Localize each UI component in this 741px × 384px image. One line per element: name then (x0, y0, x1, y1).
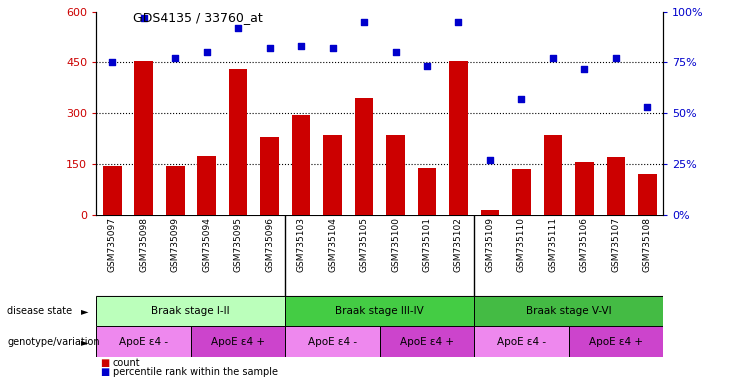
Bar (418, 167, 436, 215)
Text: GSM735098: GSM735098 (139, 217, 148, 273)
Bar (292, 115, 310, 215)
Text: GSM735105: GSM735105 (359, 217, 368, 273)
Bar (285, 326, 380, 357)
Text: disease state: disease state (7, 306, 73, 316)
Text: GSM735101: GSM735101 (422, 217, 431, 273)
Bar (569, 326, 663, 357)
Point (516, 96, 528, 102)
Bar (606, 157, 625, 215)
Bar (386, 135, 405, 215)
Bar (134, 61, 153, 215)
Text: GSM735100: GSM735100 (391, 217, 400, 273)
Text: count: count (113, 358, 140, 368)
Text: ►: ► (82, 306, 89, 316)
Text: Braak stage I-II: Braak stage I-II (151, 306, 230, 316)
Text: ApoE ε4 -: ApoE ε4 - (308, 337, 357, 347)
Point (264, 45, 276, 51)
Bar (96, 326, 191, 357)
Text: GSM735096: GSM735096 (265, 217, 274, 273)
Text: ApoE ε4 -: ApoE ε4 - (497, 337, 546, 347)
Point (390, 49, 402, 55)
Point (232, 25, 244, 31)
Point (421, 63, 433, 70)
Text: GSM735111: GSM735111 (548, 217, 557, 273)
Point (169, 55, 181, 61)
Text: genotype/variation: genotype/variation (7, 337, 100, 347)
Text: GSM735102: GSM735102 (454, 217, 463, 272)
Point (201, 49, 213, 55)
Bar (474, 296, 663, 326)
Bar (355, 98, 373, 215)
Point (138, 15, 150, 21)
Point (579, 65, 591, 71)
Text: ApoE ε4 -: ApoE ε4 - (119, 337, 168, 347)
Bar (638, 174, 657, 215)
Bar (197, 156, 216, 215)
Text: percentile rank within the sample: percentile rank within the sample (113, 367, 278, 377)
Text: GSM735108: GSM735108 (643, 217, 652, 273)
Point (547, 55, 559, 61)
Text: ApoE ε4 +: ApoE ε4 + (589, 337, 643, 347)
Text: GSM735103: GSM735103 (296, 217, 305, 273)
Bar (228, 69, 247, 215)
Text: ApoE ε4 +: ApoE ε4 + (211, 337, 265, 347)
Bar (285, 296, 474, 326)
Bar (260, 137, 279, 215)
Bar (449, 61, 468, 215)
Text: GSM735110: GSM735110 (517, 217, 526, 273)
Bar (544, 135, 562, 215)
Point (358, 18, 370, 25)
Text: GSM735109: GSM735109 (485, 217, 494, 273)
Bar (575, 162, 594, 215)
Point (453, 18, 465, 25)
Point (327, 45, 339, 51)
Bar (474, 326, 569, 357)
Text: Braak stage V-VI: Braak stage V-VI (526, 306, 611, 316)
Text: GSM735094: GSM735094 (202, 217, 211, 272)
Bar (512, 169, 531, 215)
Text: Braak stage III-IV: Braak stage III-IV (336, 306, 424, 316)
Text: ■: ■ (100, 358, 109, 368)
Text: GSM735099: GSM735099 (170, 217, 179, 273)
Text: GSM735095: GSM735095 (233, 217, 242, 273)
Text: ►: ► (82, 337, 89, 347)
Point (484, 157, 496, 163)
Text: ■: ■ (100, 367, 109, 377)
Text: GSM735097: GSM735097 (107, 217, 116, 273)
Bar (323, 135, 342, 215)
Bar (165, 166, 185, 215)
Point (610, 55, 622, 61)
Point (295, 43, 307, 49)
Bar (96, 296, 285, 326)
Point (106, 59, 118, 65)
Text: GSM735107: GSM735107 (611, 217, 620, 273)
Bar (480, 210, 499, 215)
Text: GDS4135 / 33760_at: GDS4135 / 33760_at (133, 12, 263, 25)
Text: GSM735104: GSM735104 (328, 217, 337, 272)
Bar (102, 166, 122, 215)
Text: ApoE ε4 +: ApoE ε4 + (400, 337, 454, 347)
Point (642, 104, 654, 110)
Text: GSM735106: GSM735106 (580, 217, 589, 273)
Bar (191, 326, 285, 357)
Bar (379, 326, 474, 357)
